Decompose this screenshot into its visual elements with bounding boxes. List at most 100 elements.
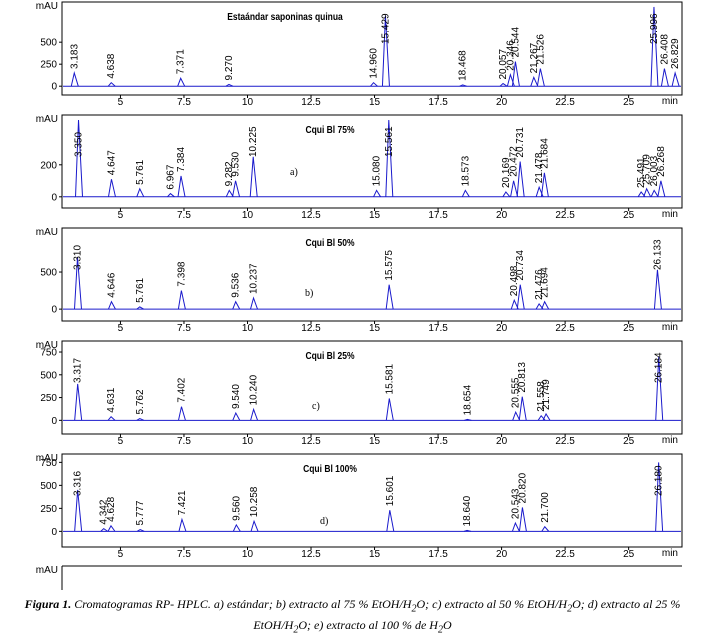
x-axis-label: min [662,548,678,559]
peak-label: 5.761 [135,159,146,184]
peak [232,411,241,421]
peak [536,68,545,87]
panel-frame [61,340,683,435]
y-tick-label: 250 [40,60,57,71]
x-tick-label: 25 [623,210,635,221]
peak [74,257,82,310]
x-tick-label: 22.5 [555,323,575,334]
x-tick-label: 25 [623,549,635,560]
peak-label: 20.813 [517,362,528,393]
peak [177,406,186,421]
peak [107,415,116,421]
y-tick-label: 250 [40,393,57,404]
peak-label: 15.561 [384,126,395,157]
peak-label: 26.180 [654,465,665,496]
x-tick-label: 7.5 [177,549,191,560]
peak-label: 7.421 [177,490,188,515]
panel-title: Cqui Bl 75% [305,124,354,135]
peak-label: 21.694 [540,267,551,298]
peak [385,398,394,421]
x-tick-label: 22.5 [555,210,575,221]
peak-label: 10.225 [248,126,259,157]
peak [510,298,519,310]
x-tick-label: 25 [623,323,635,334]
peak-label: 5.762 [135,389,146,414]
peak [530,76,539,87]
subscript: 2 [567,603,573,615]
peak-label: 20.555 [511,377,522,408]
peak-label: 25.709 [642,154,653,185]
peak [167,192,175,198]
x-tick-label: 5 [118,436,124,447]
x-tick-label: 17.5 [428,436,448,447]
peak-label: 14.960 [369,48,380,79]
peak [541,300,550,310]
peak [502,191,511,198]
panel-annotation: c) [312,401,320,412]
peak-label: 7.402 [176,377,187,402]
y-tick-label: 0 [51,527,57,538]
y-tick-label: 0 [51,305,57,316]
peak-label: 21.476 [534,269,545,300]
peak [70,71,79,87]
peak-label: 20.346 [505,40,516,71]
peak [107,81,116,87]
y-tick-label: 500 [40,370,57,381]
x-tick-label: 5 [118,323,124,334]
peak-label: 26.829 [670,38,681,69]
caption-run: O; d) extracto al 25 % EtOH/H [253,597,681,633]
peak-label: 26.268 [656,146,667,177]
peak-label: 9.530 [231,151,242,176]
peak-label: 3.316 [73,471,84,496]
x-tick-label: 15 [369,97,381,108]
subscript: 2 [411,603,417,615]
panel-title: Cqui Bl 25% [305,350,354,361]
peak-label: 9.540 [231,384,242,409]
x-tick-label: 15 [369,323,381,334]
y-tick-label: 0 [51,416,57,427]
peak [250,519,259,532]
peak [75,119,84,197]
x-tick-label: 22.5 [555,549,575,560]
peak [232,523,241,532]
peak-label: 20.498 [509,265,520,296]
x-tick-label: 25 [623,97,635,108]
peak [657,180,666,197]
peak-label: 5.761 [135,277,146,302]
peak-label: 26.184 [654,352,665,383]
peak [107,524,116,532]
peak-label: 9.536 [231,272,242,297]
peak [516,284,525,310]
peak-label: 18.573 [460,155,471,186]
x-axis-label: min [662,322,678,333]
peak-label: 15.601 [385,475,396,506]
caption-run: Cromatogramas RP- HPLC. a) estándar; b) … [71,597,412,611]
peak-label: 5.777 [135,500,146,525]
x-tick-label: 5 [118,210,124,221]
peak [653,269,662,310]
peak [136,306,145,310]
peak-label: 20.731 [515,127,526,158]
peak [107,300,116,310]
panel-title: Estaándar saponinas quinua [227,11,343,22]
peak-label: 20.734 [515,250,526,281]
peak [518,396,527,421]
peak [650,189,659,198]
peak [464,418,472,421]
y-tick-label: 0 [51,82,57,93]
x-tick-label: 12.5 [301,97,321,108]
x-tick-label: 5 [118,97,124,108]
peak-label: 26.408 [659,34,670,65]
peak [541,525,550,532]
peak [250,296,258,310]
y-tick-label: 500 [40,481,57,492]
peak [650,6,659,87]
peak-label: 4.638 [106,53,117,78]
caption: Figura 1. Cromatogramas RP- HPLC. a) est… [0,596,705,639]
peak-label: 20.057 [498,49,509,80]
peak-label: 21.749 [541,379,552,410]
peak-label: 3.310 [73,245,84,270]
peak-label: 7.384 [176,147,187,172]
caption-run: O; e) extracto al 100 % de H [298,618,438,633]
